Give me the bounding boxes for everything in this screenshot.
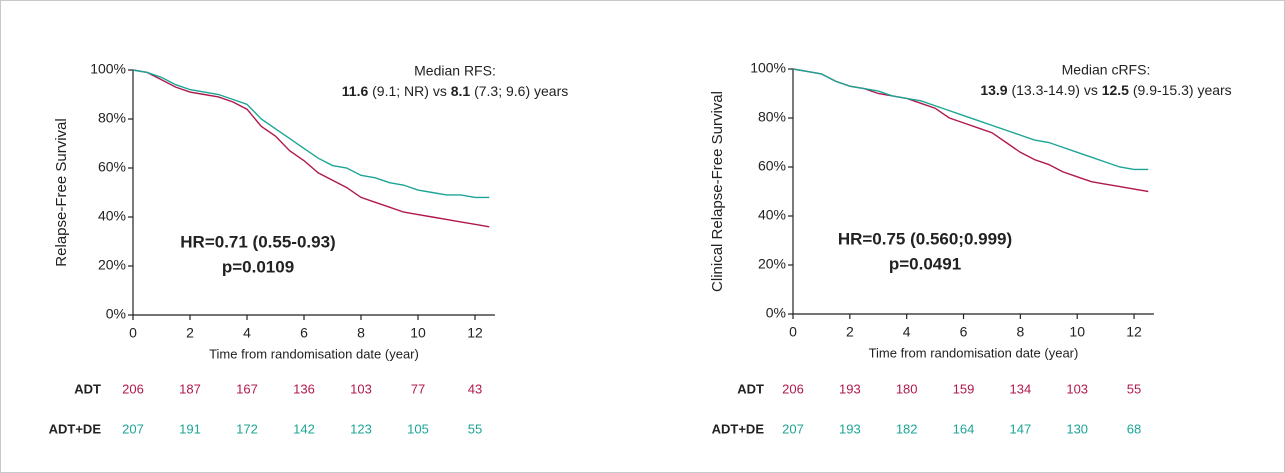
survival-curve bbox=[132, 69, 490, 228]
at-risk-count: 147 bbox=[1010, 421, 1032, 436]
annotation-title: Median RFS: bbox=[414, 63, 496, 79]
annotation-part: (7.3; 9.6) years bbox=[470, 83, 568, 99]
x-tick-label: 6 bbox=[960, 324, 968, 340]
at-risk-count: 206 bbox=[122, 381, 144, 396]
risk-row-label: ADT+DE bbox=[712, 421, 765, 436]
at-risk-count: 142 bbox=[293, 421, 315, 436]
at-risk-count: 164 bbox=[953, 421, 975, 436]
at-risk-count: 193 bbox=[839, 381, 861, 396]
x-tick-label: 0 bbox=[789, 324, 797, 340]
x-tick-label: 2 bbox=[846, 324, 854, 340]
risk-row-label: ADT bbox=[737, 381, 764, 396]
at-risk-count: 77 bbox=[411, 381, 425, 396]
y-axis-label: Relapse-Free Survival bbox=[53, 118, 70, 266]
survival-curve bbox=[132, 69, 490, 199]
at-risk-count: 187 bbox=[179, 381, 201, 396]
at-risk-count: 43 bbox=[468, 381, 482, 396]
x-tick-label: 10 bbox=[1069, 324, 1085, 340]
at-risk-count: 193 bbox=[839, 421, 861, 436]
annotation-part: (9.1; NR) vs bbox=[368, 83, 450, 99]
x-axis-label: Time from randomisation date (year) bbox=[209, 346, 419, 361]
at-risk-count: 105 bbox=[407, 421, 429, 436]
at-risk-count: 167 bbox=[236, 381, 258, 396]
y-tick-label: 80% bbox=[98, 110, 126, 126]
y-tick-label: 40% bbox=[98, 208, 126, 224]
x-tick-label: 2 bbox=[186, 325, 194, 341]
at-risk-count: 130 bbox=[1066, 421, 1088, 436]
at-risk-count: 180 bbox=[896, 381, 918, 396]
y-tick-label: 0% bbox=[766, 305, 786, 321]
x-tick-label: 10 bbox=[410, 325, 426, 341]
hazard-ratio: HR=0.75 (0.560;0.999) bbox=[838, 229, 1012, 248]
at-risk-count: 206 bbox=[782, 381, 804, 396]
x-tick-label: 12 bbox=[1126, 324, 1142, 340]
y-tick-label: 60% bbox=[758, 158, 786, 174]
x-tick-label: 12 bbox=[467, 325, 483, 341]
at-risk-count: 55 bbox=[468, 421, 482, 436]
hazard-ratio: HR=0.71 (0.55-0.93) bbox=[180, 232, 335, 251]
p-value: p=0.0491 bbox=[889, 254, 961, 273]
at-risk-count: 207 bbox=[122, 421, 144, 436]
y-tick-label: 60% bbox=[98, 159, 126, 175]
x-tick-label: 0 bbox=[129, 325, 137, 341]
y-tick-label: 0% bbox=[106, 306, 126, 322]
at-risk-count: 68 bbox=[1127, 421, 1141, 436]
y-tick-label: 20% bbox=[98, 257, 126, 273]
annotation-part: 8.1 bbox=[451, 83, 471, 99]
risk-row-label: ADT+DE bbox=[49, 421, 102, 436]
y-tick-label: 80% bbox=[758, 109, 786, 125]
y-tick-label: 20% bbox=[758, 256, 786, 272]
x-tick-label: 8 bbox=[357, 325, 365, 341]
survival-curve bbox=[792, 68, 1149, 171]
x-tick-label: 8 bbox=[1016, 324, 1024, 340]
x-tick-label: 4 bbox=[243, 325, 251, 341]
at-risk-count: 207 bbox=[782, 421, 804, 436]
annotation-title: Median cRFS: bbox=[1062, 62, 1151, 78]
annotation-part: (9.9-15.3) years bbox=[1129, 82, 1232, 98]
x-tick-label: 6 bbox=[300, 325, 308, 341]
at-risk-count: 191 bbox=[179, 421, 201, 436]
at-risk-count: 103 bbox=[350, 381, 372, 396]
annotation-part: 13.9 bbox=[980, 82, 1007, 98]
annotation-line: 11.6 (9.1; NR) vs 8.1 (7.3; 9.6) years bbox=[342, 83, 568, 99]
at-risk-count: 103 bbox=[1066, 381, 1088, 396]
annotation-part: 12.5 bbox=[1102, 82, 1129, 98]
annotation-line: 13.9 (13.3-14.9) vs 12.5 (9.9-15.3) year… bbox=[980, 82, 1231, 98]
at-risk-count: 136 bbox=[293, 381, 315, 396]
annotation-part: 11.6 bbox=[342, 83, 369, 99]
y-tick-label: 40% bbox=[758, 207, 786, 223]
x-axis-label: Time from randomisation date (year) bbox=[869, 345, 1079, 360]
at-risk-count: 55 bbox=[1127, 381, 1141, 396]
y-tick-label: 100% bbox=[750, 60, 786, 76]
p-value: p=0.0109 bbox=[222, 257, 294, 276]
at-risk-count: 159 bbox=[953, 381, 975, 396]
at-risk-count: 123 bbox=[350, 421, 372, 436]
x-tick-label: 4 bbox=[903, 324, 911, 340]
at-risk-count: 134 bbox=[1010, 381, 1032, 396]
y-axis-label: Clinical Relapse-Free Survival bbox=[709, 91, 726, 292]
at-risk-count: 182 bbox=[896, 421, 918, 436]
annotation-part: (13.3-14.9) vs bbox=[1008, 82, 1102, 98]
y-tick-label: 100% bbox=[90, 61, 126, 77]
at-risk-count: 172 bbox=[236, 421, 258, 436]
risk-row-label: ADT bbox=[74, 381, 101, 396]
